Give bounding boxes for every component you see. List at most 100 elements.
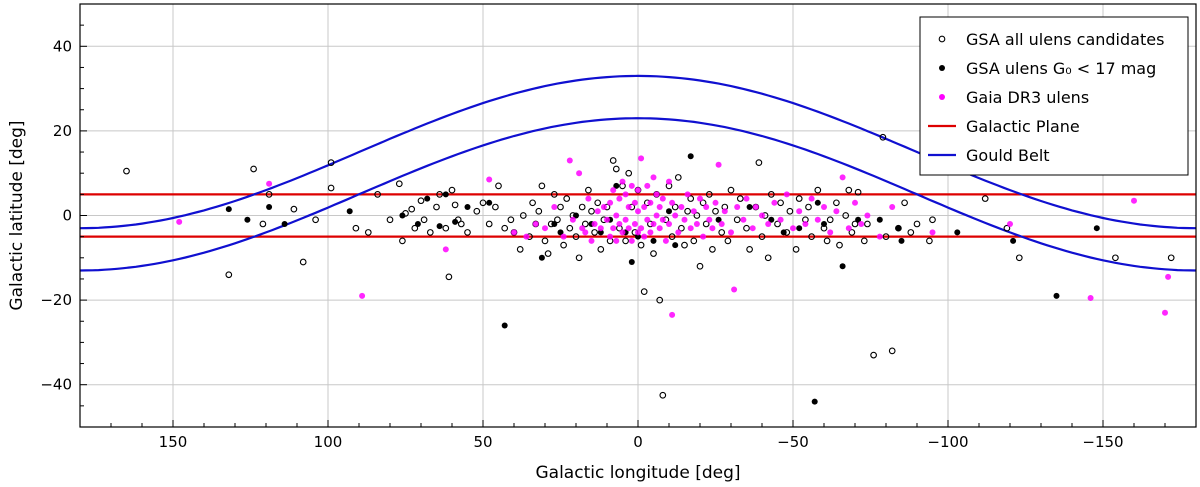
data-point xyxy=(591,229,598,236)
data-point xyxy=(609,157,617,164)
data-point xyxy=(569,216,576,223)
legend-label: Gaia DR3 ulens xyxy=(966,88,1089,107)
x-tick-label: 0 xyxy=(633,433,643,451)
data-point xyxy=(668,233,676,240)
data-point xyxy=(538,254,545,261)
data-point xyxy=(622,216,629,223)
data-point xyxy=(417,197,425,205)
data-point xyxy=(671,203,679,211)
data-point xyxy=(507,216,515,224)
data-point xyxy=(768,216,775,223)
data-point xyxy=(557,229,564,236)
data-point xyxy=(635,187,641,194)
data-point xyxy=(573,212,579,219)
data-point xyxy=(560,241,567,249)
data-point xyxy=(597,225,604,232)
gould-belt-curve xyxy=(79,117,1197,272)
legend-box xyxy=(919,16,1189,176)
data-point xyxy=(767,191,775,198)
data-point xyxy=(821,220,827,227)
data-point xyxy=(641,204,648,211)
data-point xyxy=(736,195,744,202)
data-point xyxy=(808,233,815,240)
data-point xyxy=(442,191,449,198)
data-point xyxy=(364,229,372,236)
data-point xyxy=(774,220,781,228)
data-point xyxy=(690,208,697,215)
data-point xyxy=(752,204,759,211)
data-point xyxy=(575,254,583,262)
data-point xyxy=(647,199,654,206)
data-point xyxy=(907,229,915,236)
data-point xyxy=(532,220,539,227)
data-point xyxy=(796,225,803,232)
data-point xyxy=(1131,197,1137,204)
data-point xyxy=(259,220,267,228)
data-point xyxy=(876,233,883,240)
data-point xyxy=(607,233,614,240)
legend-entry: GSA ulens G₀ < 17 mag xyxy=(939,59,1156,78)
data-point xyxy=(616,195,623,202)
data-point xyxy=(635,229,641,236)
data-point xyxy=(582,229,589,236)
data-point xyxy=(693,220,700,227)
data-point xyxy=(672,242,679,249)
data-point xyxy=(827,229,834,236)
data-point xyxy=(464,204,471,211)
data-point xyxy=(1165,273,1172,280)
x-tick-label: 50 xyxy=(473,433,492,451)
x-tick-label: 100 xyxy=(314,433,343,451)
data-point xyxy=(653,191,660,198)
data-point xyxy=(607,199,614,206)
data-point xyxy=(535,207,543,215)
data-point xyxy=(839,263,846,270)
data-point xyxy=(746,204,753,211)
data-point xyxy=(572,233,580,240)
data-point xyxy=(644,182,651,189)
data-point xyxy=(795,195,803,202)
data-point xyxy=(647,229,654,236)
data-point xyxy=(622,237,629,245)
data-point xyxy=(424,195,431,202)
data-point xyxy=(612,165,620,173)
data-point xyxy=(721,208,728,215)
series-3 xyxy=(176,155,1172,318)
data-point xyxy=(855,216,862,223)
data-point xyxy=(501,224,509,232)
data-point xyxy=(386,216,394,224)
data-point xyxy=(715,216,722,223)
data-point xyxy=(529,199,536,207)
data-point xyxy=(845,225,852,232)
data-point xyxy=(625,169,633,177)
data-point xyxy=(727,186,735,194)
data-point xyxy=(457,220,465,228)
data-point xyxy=(578,203,586,211)
data-point xyxy=(541,237,549,245)
data-point xyxy=(399,212,406,219)
data-point xyxy=(693,212,701,219)
data-point xyxy=(879,133,887,141)
data-point xyxy=(823,237,831,245)
data-point xyxy=(408,205,416,213)
data-point xyxy=(858,220,865,227)
data-point xyxy=(662,237,669,244)
data-point xyxy=(833,208,840,215)
data-point xyxy=(244,216,251,223)
data-point xyxy=(225,206,232,213)
data-point xyxy=(566,224,574,232)
data-point xyxy=(1093,225,1100,232)
data-point xyxy=(699,199,707,207)
data-point xyxy=(637,241,645,249)
data-point xyxy=(678,224,685,232)
data-point xyxy=(613,182,620,189)
data-point xyxy=(929,229,936,236)
data-point xyxy=(759,212,765,219)
data-point xyxy=(802,220,809,227)
data-point xyxy=(265,191,273,198)
data-point xyxy=(675,229,682,236)
data-point xyxy=(414,220,421,227)
data-point xyxy=(836,241,843,249)
data-point xyxy=(696,262,704,270)
data-point xyxy=(436,223,443,230)
data-point xyxy=(1003,224,1011,232)
